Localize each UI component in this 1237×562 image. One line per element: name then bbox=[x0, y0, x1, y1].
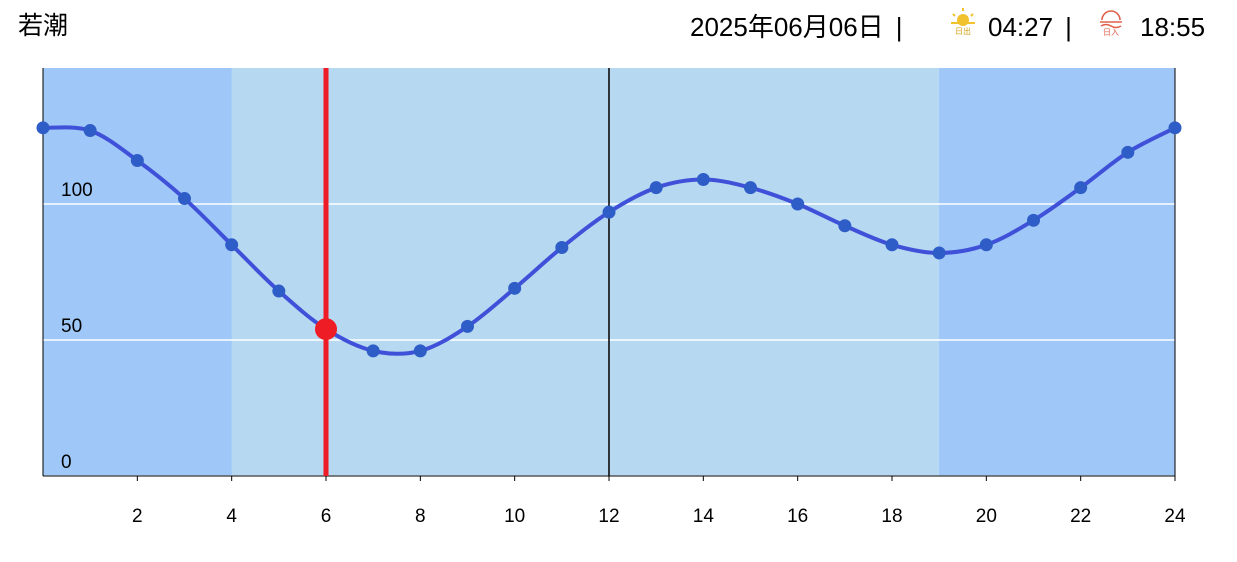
data-point bbox=[696, 173, 710, 187]
y-tick-label: 100 bbox=[61, 180, 93, 201]
data-point bbox=[791, 197, 805, 211]
x-tick-label: 2 bbox=[132, 506, 143, 527]
x-tick-label: 16 bbox=[787, 506, 808, 527]
data-point bbox=[413, 344, 427, 358]
x-tick-label: 24 bbox=[1164, 506, 1186, 527]
sunrise-time: 04:27 | bbox=[988, 12, 1072, 42]
x-tick-label: 8 bbox=[415, 506, 426, 527]
x-tick-label: 18 bbox=[881, 506, 902, 527]
sunset-icon: 日入 bbox=[1100, 10, 1122, 37]
data-point bbox=[461, 319, 474, 333]
data-point bbox=[555, 241, 569, 255]
data-point bbox=[130, 153, 144, 167]
x-tick-label: 22 bbox=[1070, 506, 1091, 527]
separator: | bbox=[896, 12, 903, 42]
sunset-time: 18:55 bbox=[1140, 12, 1205, 42]
data-point bbox=[979, 238, 993, 252]
current-point bbox=[315, 318, 337, 341]
data-point bbox=[838, 219, 852, 233]
x-tick-label: 10 bbox=[504, 506, 525, 527]
title: 若潮 bbox=[18, 12, 68, 40]
data-point bbox=[1027, 213, 1040, 227]
data-point bbox=[36, 121, 50, 135]
data-point bbox=[885, 238, 899, 252]
x-tick-label: 14 bbox=[693, 506, 715, 527]
y-tick-label: 50 bbox=[61, 316, 82, 337]
x-tick-label: 4 bbox=[226, 506, 237, 527]
sunrise-icon: 日出 bbox=[951, 8, 975, 36]
x-tick-label: 6 bbox=[321, 506, 332, 527]
daylight-band bbox=[231, 68, 940, 476]
data-point bbox=[272, 284, 286, 298]
data-point bbox=[932, 246, 946, 260]
x-tick-label: 12 bbox=[598, 506, 619, 527]
x-tick-label: 20 bbox=[976, 506, 997, 527]
data-point bbox=[649, 181, 663, 195]
data-point bbox=[83, 124, 97, 138]
data-point bbox=[602, 205, 616, 219]
separator: | bbox=[1065, 12, 1072, 42]
data-point bbox=[178, 192, 191, 206]
data-point bbox=[1074, 181, 1088, 195]
data-point bbox=[1168, 121, 1182, 135]
sunrise-label: 日出 bbox=[955, 26, 971, 36]
header-date: 2025年06月06日 | bbox=[690, 12, 902, 42]
data-point bbox=[744, 181, 757, 195]
date: 2025年06月06日 bbox=[690, 12, 884, 42]
sunrise: 04:27 bbox=[988, 12, 1053, 42]
data-point bbox=[1121, 145, 1135, 159]
y-tick-label: 0 bbox=[61, 452, 72, 473]
data-point bbox=[366, 344, 380, 358]
data-point bbox=[225, 238, 239, 252]
data-point bbox=[508, 281, 522, 295]
sunset-label: 日入 bbox=[1103, 28, 1119, 37]
